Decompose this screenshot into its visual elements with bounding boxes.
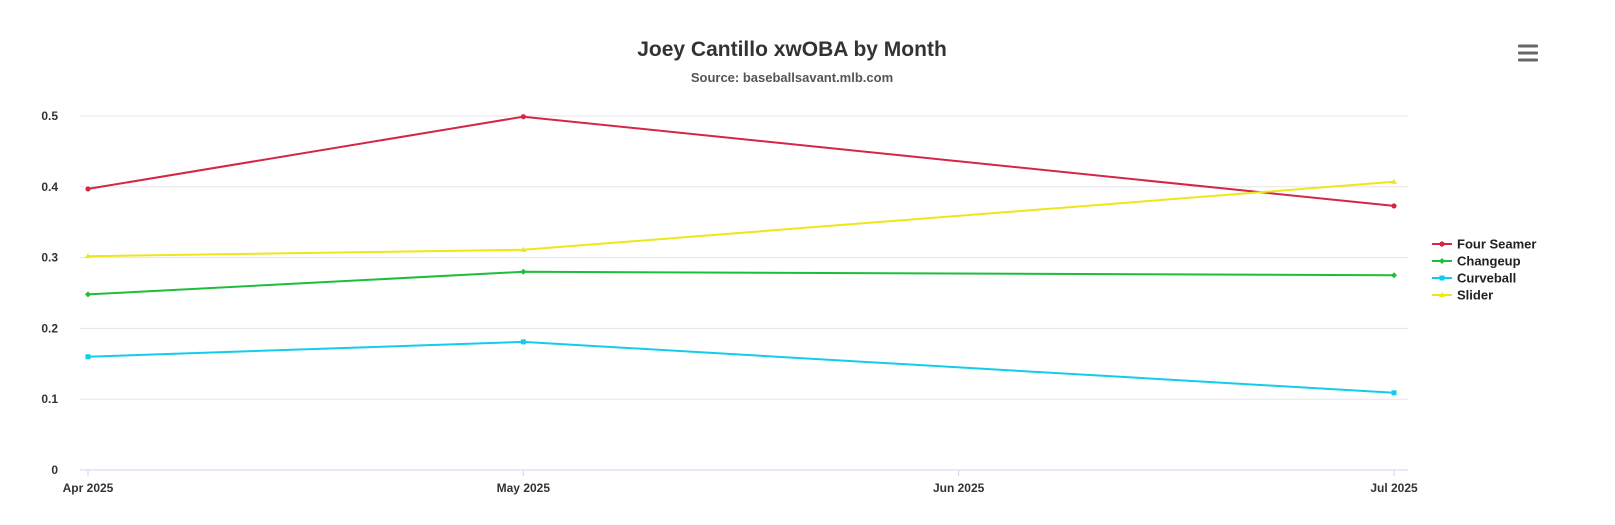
menu-bar bbox=[1518, 58, 1538, 62]
y-tick-label: 0 bbox=[51, 463, 58, 477]
y-axis-labels: 0 0.1 0.2 0.3 0.4 0.5 bbox=[41, 109, 58, 477]
grid-lines bbox=[80, 115, 1408, 400]
legend[interactable]: Four Seamer Changeup Curveball Slider bbox=[1432, 237, 1536, 303]
data-point-four-seamer[interactable] bbox=[520, 114, 526, 120]
legend-marker[interactable] bbox=[1439, 275, 1445, 281]
y-tick-label: 0.4 bbox=[41, 180, 58, 194]
legend-label: Four Seamer bbox=[1457, 237, 1536, 252]
legend-marker[interactable] bbox=[1439, 241, 1445, 247]
x-tick-label: Apr 2025 bbox=[63, 481, 114, 495]
data-point-slider[interactable] bbox=[520, 246, 527, 252]
legend-label: Slider bbox=[1457, 288, 1493, 303]
data-point-four-seamer[interactable] bbox=[85, 186, 91, 192]
series-curveball bbox=[85, 339, 1397, 396]
data-point-curveball[interactable] bbox=[85, 354, 91, 360]
data-point-curveball[interactable] bbox=[520, 339, 526, 345]
data-point-slider[interactable] bbox=[85, 253, 91, 259]
series-four-seamer bbox=[85, 114, 1397, 209]
menu-bar bbox=[1518, 51, 1538, 55]
series-group bbox=[85, 114, 1397, 396]
series-line-curveball[interactable] bbox=[87, 340, 1395, 394]
chart-title: Joey Cantillo xwOBA by Month bbox=[637, 38, 947, 61]
y-tick-label: 0.1 bbox=[41, 392, 58, 406]
legend-marker[interactable] bbox=[1439, 258, 1445, 264]
data-point-changeup[interactable] bbox=[85, 291, 91, 298]
x-axis-labels: Apr 2025 May 2025 Jun 2025 Jul 2025 bbox=[63, 481, 1418, 495]
y-tick-label: 0.3 bbox=[41, 251, 58, 265]
x-tick-label: Jul 2025 bbox=[1370, 481, 1418, 495]
data-point-four-seamer[interactable] bbox=[1391, 203, 1397, 209]
legend-item-slider[interactable]: Slider bbox=[1432, 288, 1493, 303]
data-point-curveball[interactable] bbox=[1391, 390, 1397, 396]
series-changeup bbox=[85, 268, 1397, 298]
legend-marker[interactable] bbox=[1439, 292, 1445, 297]
legend-item-curveball[interactable]: Curveball bbox=[1432, 271, 1516, 286]
x-axis bbox=[80, 469, 1408, 476]
y-tick-label: 0.2 bbox=[41, 321, 58, 335]
legend-label: Changeup bbox=[1457, 254, 1521, 269]
x-tick-label: May 2025 bbox=[497, 481, 551, 495]
x-tick-label: Jun 2025 bbox=[933, 481, 985, 495]
menu-bar bbox=[1518, 44, 1538, 48]
data-point-changeup[interactable] bbox=[520, 268, 527, 275]
series-slider bbox=[85, 178, 1397, 259]
legend-label: Curveball bbox=[1457, 271, 1516, 286]
y-tick-label: 0.5 bbox=[41, 109, 58, 123]
series-line-slider[interactable] bbox=[87, 180, 1395, 258]
chart-subtitle: Source: baseballsavant.mlb.com bbox=[691, 70, 893, 85]
legend-item-changeup[interactable]: Changeup bbox=[1432, 254, 1521, 269]
series-line-changeup[interactable] bbox=[87, 270, 1395, 296]
data-point-changeup[interactable] bbox=[1391, 272, 1397, 279]
series-line-four-seamer[interactable] bbox=[87, 115, 1395, 207]
legend-item-four-seamer[interactable]: Four Seamer bbox=[1432, 237, 1536, 252]
data-point-slider[interactable] bbox=[1391, 178, 1397, 184]
hamburger-menu-icon[interactable] bbox=[1510, 38, 1546, 70]
